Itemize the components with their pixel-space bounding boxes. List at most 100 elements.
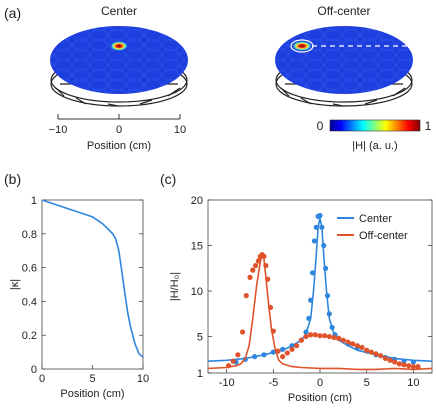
off-center-data-point bbox=[317, 333, 323, 339]
off-center-data-point bbox=[308, 332, 314, 338]
plot-frame bbox=[41, 199, 144, 370]
disk-title-off-center: Off-center bbox=[317, 4, 370, 18]
center-data-point bbox=[303, 329, 309, 335]
y-tick-label: 1 bbox=[31, 195, 37, 207]
off-center-data-point bbox=[368, 349, 374, 355]
disk-off-center: Off-center bbox=[275, 4, 413, 107]
off-center-data-point bbox=[294, 343, 300, 349]
x-tick-label: -10 bbox=[219, 377, 235, 389]
center-data-point bbox=[270, 349, 276, 355]
off-center-data-point bbox=[392, 359, 398, 365]
panel-label-a: (a) bbox=[4, 5, 21, 21]
off-center-data-point bbox=[396, 361, 402, 367]
off-center-data-point bbox=[239, 329, 246, 335]
off-center-data-point bbox=[378, 353, 384, 359]
center-data-point bbox=[280, 346, 286, 352]
off-center-data-point bbox=[263, 262, 269, 269]
center-data-point bbox=[311, 238, 317, 244]
y-tick-label: 0 bbox=[31, 364, 37, 376]
center-data-point bbox=[326, 311, 332, 317]
y-tick-label: 1 bbox=[197, 368, 203, 380]
off-center-data-point bbox=[280, 354, 286, 360]
series-line bbox=[41, 199, 144, 358]
chart-b: 0 5 10 0 0.2 0.4 0.6 0.8 1 Position (cm) |κ| bbox=[9, 195, 149, 400]
off-center-data-point bbox=[354, 343, 360, 349]
axis-tick: −10 bbox=[49, 124, 68, 136]
off-center-data-point bbox=[289, 346, 295, 352]
hotspot-center bbox=[110, 41, 128, 51]
y-tick-label: 0.4 bbox=[22, 296, 37, 308]
off-center-data-point bbox=[261, 253, 267, 260]
disk-title-center: Center bbox=[101, 4, 137, 18]
off-center-data-point bbox=[382, 355, 388, 362]
off-center-data-point bbox=[350, 341, 356, 347]
x-tick-label: 0 bbox=[317, 377, 323, 389]
colorbar: 0 1 |H| (a. u.) bbox=[317, 119, 432, 152]
off-center-data-point bbox=[336, 335, 342, 341]
off-center-data-point bbox=[225, 363, 232, 369]
off-center-data-point bbox=[401, 362, 407, 368]
center-data-point bbox=[252, 354, 258, 360]
axis-label: Position (cm) bbox=[87, 140, 151, 152]
legend-label: Center bbox=[359, 213, 392, 225]
colorbar-min: 0 bbox=[317, 119, 324, 133]
off-center-data-point bbox=[253, 262, 259, 269]
x-tick-label: -5 bbox=[268, 377, 278, 389]
hotspot-off-center bbox=[292, 41, 312, 51]
off-center-data-point bbox=[270, 328, 276, 334]
colorbar-max: 1 bbox=[425, 119, 432, 133]
off-center-data-point bbox=[275, 348, 281, 354]
off-center-data-point bbox=[235, 352, 241, 358]
y-tick-label: 0.2 bbox=[22, 330, 37, 342]
off-center-data-point bbox=[410, 364, 416, 370]
position-axis bbox=[57, 114, 181, 120]
panel-label-c: (c) bbox=[160, 171, 176, 187]
off-center-data-point bbox=[303, 333, 309, 340]
off-center-data-point bbox=[267, 304, 274, 311]
y-tick-label: 20 bbox=[191, 195, 203, 207]
off-center-data-point bbox=[340, 337, 346, 343]
center-data-point bbox=[306, 315, 312, 321]
center-data-point bbox=[261, 352, 267, 358]
off-center-data-point bbox=[322, 333, 328, 339]
y-tick-label: 5 bbox=[197, 332, 203, 344]
off-center-data-point bbox=[247, 274, 253, 280]
x-tick-label: 0 bbox=[39, 373, 45, 385]
y-tick-label: 0.8 bbox=[22, 229, 37, 241]
off-center-line bbox=[207, 252, 433, 371]
x-tick-label: 5 bbox=[89, 373, 95, 385]
off-center-data-point bbox=[298, 337, 304, 343]
disk-center: Center −10 0 10 Position (cm) bbox=[49, 4, 188, 152]
x-tick-label: 10 bbox=[137, 373, 149, 385]
center-data-point bbox=[321, 242, 327, 249]
y-axis-label: |κ| bbox=[9, 279, 21, 290]
axis-tick: 0 bbox=[116, 124, 122, 136]
off-center-data-point bbox=[230, 358, 236, 364]
off-center-data-point bbox=[255, 258, 261, 264]
center-data-point bbox=[317, 212, 323, 219]
off-center-data-point bbox=[359, 344, 365, 351]
colorbar-gradient bbox=[329, 119, 421, 132]
off-center-data-point bbox=[243, 293, 249, 299]
x-tick-label: 10 bbox=[407, 377, 419, 389]
axis-tick: 10 bbox=[174, 124, 186, 136]
off-center-data-point bbox=[345, 339, 351, 345]
off-center-data-point bbox=[265, 276, 271, 282]
off-center-data-point bbox=[312, 332, 318, 338]
center-data-point bbox=[308, 297, 314, 303]
legend-label: Off-center bbox=[359, 230, 408, 242]
off-center-data-point bbox=[326, 333, 332, 340]
off-center-data-point bbox=[284, 350, 290, 356]
y-tick-label: 10 bbox=[191, 286, 203, 298]
center-data-point bbox=[323, 265, 329, 271]
center-data-point bbox=[401, 358, 407, 364]
y-tick-label: 15 bbox=[191, 241, 203, 253]
x-axis-label: Position (cm) bbox=[60, 388, 124, 400]
off-center-data-point bbox=[364, 347, 370, 353]
center-data-point bbox=[319, 224, 325, 230]
off-center-data-point bbox=[331, 334, 337, 341]
y-axis-label: |H/H₀| bbox=[169, 272, 181, 301]
center-data-point bbox=[324, 293, 331, 299]
off-center-data-point bbox=[250, 267, 256, 273]
